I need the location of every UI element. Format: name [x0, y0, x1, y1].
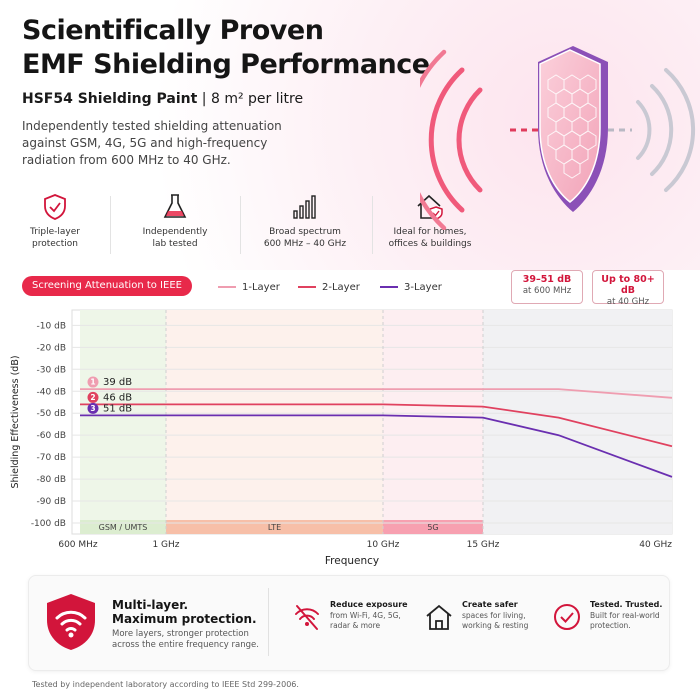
shield-emf-illustration — [420, 46, 696, 230]
y-tick-label: -90 dB — [37, 497, 66, 507]
summary-title-line-2: Maximum protection. — [112, 612, 257, 626]
wifi-crossed-icon — [295, 605, 319, 630]
band-label: 5G — [427, 523, 438, 532]
benefit-desc: from Wi-Fi, 4G, 5G, radar & more — [330, 611, 401, 630]
headline-line-2: EMF Shielding Performance — [22, 49, 430, 80]
y-tick-label: -20 dB — [37, 343, 66, 353]
benefit-desc: spaces for living, working & resting — [462, 611, 529, 630]
series-marker-1 — [87, 376, 99, 388]
legend-swatch — [218, 286, 236, 288]
signal-bars-icon — [293, 195, 316, 219]
band-label: LTE — [268, 523, 281, 532]
divider — [240, 196, 241, 254]
house-icon — [426, 604, 452, 630]
series-marker-2 — [87, 391, 99, 403]
divider — [372, 196, 373, 254]
y-tick-label: -80 dB — [37, 475, 66, 485]
product-name: HSF54 Shielding Paint — [22, 91, 198, 107]
feature-broad-spectrum: Broad spectrum 600 MHz – 40 GHz — [250, 192, 360, 250]
stat-600mhz: 39–51 dB at 600 MHz — [511, 270, 583, 304]
legend-item-2-layer: 2-Layer — [298, 282, 360, 293]
feature-lab-tested: Independently lab tested — [120, 192, 230, 250]
benefit-title: Reduce exposure — [330, 600, 408, 609]
feature-label: Broad spectrum 600 MHz – 40 GHz — [263, 227, 347, 249]
shield-wifi-icon — [47, 594, 95, 650]
series-marker-3 — [87, 402, 99, 414]
series-line-1-layer — [80, 388, 673, 399]
check-circle-icon — [554, 604, 580, 630]
feature-label: Ideal for homes, offices & buildings — [388, 227, 472, 249]
x-tick-label: 40 GHz — [639, 540, 672, 550]
divider — [268, 588, 269, 656]
legend-label: 3-Layer — [404, 282, 442, 293]
legend-swatch — [380, 286, 398, 288]
legend-label: 2-Layer — [322, 282, 360, 293]
y-axis-title: Shielding Effectiveness (dB) — [10, 355, 21, 488]
stat-value: 39–51 dB — [522, 274, 572, 285]
footnote: Tested by independent laboratory accordi… — [32, 680, 299, 689]
series-line-2-layer — [80, 403, 673, 448]
benefit-title: Create safer — [462, 600, 518, 609]
stat-value: Up to 80+ dB — [601, 274, 655, 296]
y-tick-label: -60 dB — [37, 431, 66, 441]
stat-40ghz: Up to 80+ dB at 40 GHz — [592, 270, 664, 307]
stat-note: at 40 GHz — [606, 297, 650, 307]
x-tick-label: 10 GHz — [367, 540, 400, 550]
chart-title-pill: Screening Attenuation to IEEE — [22, 276, 192, 296]
lead-text: Independently tested shielding attenuati… — [22, 119, 282, 167]
feature-triple-layer: Triple-layer protection — [0, 192, 110, 250]
feature-label: Triple-layer protection — [30, 227, 80, 249]
flask-icon — [163, 194, 187, 218]
y-tick-label: -10 dB — [37, 321, 66, 331]
x-tick-label: 1 GHz — [152, 540, 179, 550]
series-value-label: 39 dB — [103, 377, 132, 388]
product-line: HSF54 Shielding Paint | 8 m² per litre — [22, 91, 303, 107]
series-marker-number: 1 — [90, 378, 95, 387]
shield-check-icon — [44, 194, 66, 220]
summary-title: Multi-layer. Maximum protection. — [112, 598, 257, 626]
series-value-label: 51 dB — [103, 403, 132, 414]
series-marker-number: 2 — [90, 393, 95, 402]
y-tick-label: -30 dB — [37, 365, 66, 375]
headline-line-1: Scientifically Proven — [22, 15, 324, 46]
x-tick-label: 15 GHz — [467, 540, 500, 550]
summary-card — [28, 575, 670, 671]
divider — [110, 196, 111, 254]
legend-label: 1-Layer — [242, 282, 280, 293]
y-tick-label: -70 dB — [37, 453, 66, 463]
legend-item-3-layer: 3-Layer — [380, 282, 442, 293]
legend-item-1-layer: 1-Layer — [218, 282, 280, 293]
product-coverage: | 8 m² per litre — [201, 91, 304, 107]
series-line-3-layer — [80, 414, 673, 478]
feature-label: Independently lab tested — [142, 227, 208, 249]
series-marker-number: 3 — [90, 404, 95, 413]
benefit-desc: Built for real-world protection. — [590, 611, 660, 630]
x-axis-title: Frequency — [325, 555, 379, 567]
benefit-title: Tested. Trusted. — [590, 600, 663, 609]
x-tick-label: 600 MHz — [58, 540, 98, 550]
band-label: GSM / UMTS — [99, 523, 148, 532]
series-value-label: 46 dB — [103, 392, 132, 403]
y-tick-label: -50 dB — [37, 409, 66, 419]
y-tick-label: -100 dB — [31, 519, 66, 529]
page-headline: Scientifically Proven EMF Shielding Perf… — [22, 14, 430, 82]
y-tick-label: -40 dB — [37, 387, 66, 397]
summary-title-line-1: Multi-layer. — [112, 598, 188, 612]
summary-description: More layers, stronger protection across … — [112, 629, 259, 650]
legend-swatch — [298, 286, 316, 288]
stat-note: at 600 MHz — [522, 286, 572, 296]
shielding-chart: GSM / UMTS LTE 5G 1 39 dB 2 46 dB 3 51 dB -10 d… — [10, 309, 673, 567]
